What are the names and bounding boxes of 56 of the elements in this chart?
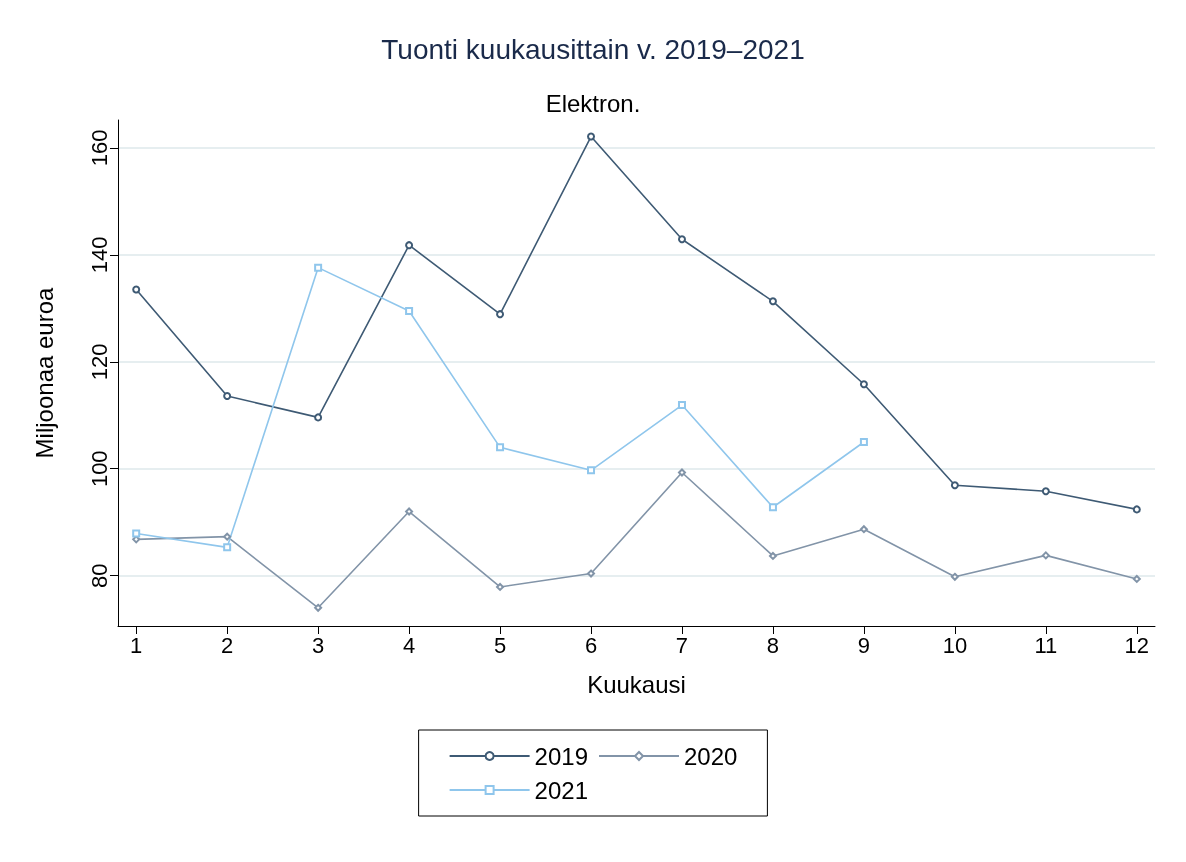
point (314, 603, 323, 612)
point (768, 503, 777, 512)
x-tick-label: 12 (1124, 632, 1150, 658)
point (768, 297, 777, 306)
x-tick-label: 9 (857, 632, 871, 658)
y-axis-title: Miljoonaa euroa (30, 286, 58, 459)
x-tick-label: 7 (675, 632, 689, 658)
chart-title: Tuonti kuukausittain v. 2019–2021 (381, 33, 805, 65)
point (314, 263, 323, 272)
legend-label: 2019 (534, 742, 588, 770)
point (223, 532, 232, 541)
point (859, 380, 868, 389)
point (496, 443, 505, 452)
y-tick-label: 100 (86, 450, 112, 488)
point (1132, 574, 1141, 583)
x-tick-label: 10 (942, 632, 968, 658)
point (677, 235, 686, 244)
point (405, 507, 414, 516)
point (132, 529, 141, 538)
x-axis-title: Kuukausi (587, 670, 686, 698)
chart-subtitle: Elektron. (545, 89, 641, 117)
point (405, 306, 414, 315)
point (1132, 505, 1141, 514)
x-tick-label: 6 (584, 632, 598, 658)
x-tick-label: 2 (221, 632, 234, 658)
y-tick-label: 80 (86, 563, 112, 588)
point (587, 466, 596, 475)
x-tick-label: 8 (766, 632, 780, 658)
point (1041, 551, 1050, 560)
x-tick-label: 4 (402, 632, 416, 658)
y-tick-label: 160 (86, 129, 112, 167)
y-tick-label: 120 (86, 343, 112, 381)
x-tick-label: 1 (130, 632, 143, 658)
point (223, 543, 232, 552)
point (496, 310, 505, 319)
x-tick-label: 3 (312, 632, 325, 658)
point (768, 551, 777, 560)
point (496, 582, 505, 591)
point (405, 241, 414, 250)
point (950, 481, 959, 490)
point (950, 572, 959, 581)
point (132, 285, 141, 294)
point (859, 438, 868, 446)
point (587, 132, 596, 141)
point (677, 401, 686, 410)
point (1041, 487, 1050, 496)
point (587, 569, 596, 578)
point (859, 525, 868, 534)
point (677, 468, 686, 477)
legend-label: 2020 (684, 742, 738, 770)
point (223, 392, 232, 400)
x-tick-label: 11 (1034, 632, 1058, 658)
legend-label: 2021 (534, 776, 588, 804)
point (314, 413, 323, 422)
y-tick-label: 140 (86, 236, 112, 274)
x-tick-label: 5 (493, 632, 507, 658)
